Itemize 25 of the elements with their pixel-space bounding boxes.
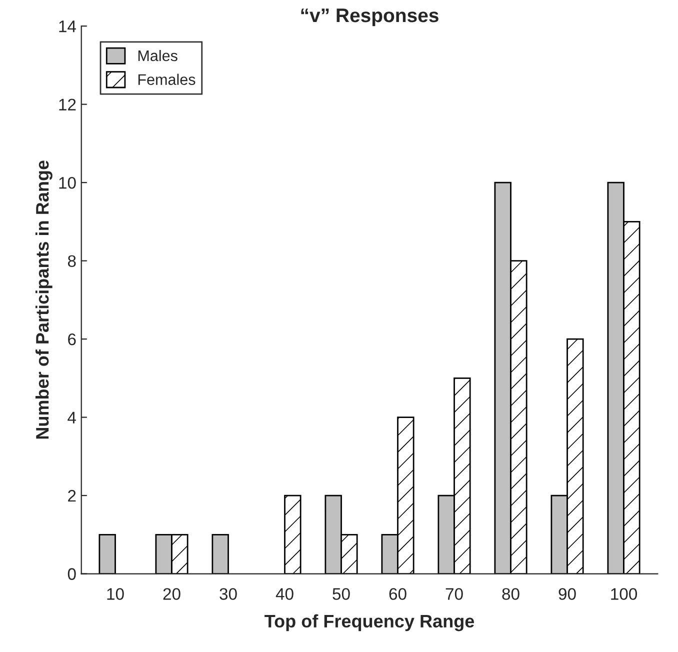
bar: [98, 534, 116, 574]
x-tick-label: 100: [611, 588, 638, 600]
y-axis-title: Number of Participants in Range: [35, 160, 52, 439]
y-tick-label: 14: [59, 20, 76, 32]
y-tick-label: 12: [59, 98, 76, 110]
y-tick-label: 4: [68, 412, 76, 424]
chart-title: “v” Responses: [301, 8, 438, 26]
legend-label: Males: [138, 50, 178, 62]
y-tick-label: 6: [68, 333, 76, 346]
y-tick-label: 8: [68, 255, 76, 268]
x-tick-label: 70: [446, 588, 463, 600]
y-tick-label: 0: [68, 568, 76, 580]
legend-label: Females: [138, 74, 196, 85]
y-tick-label: 2: [68, 490, 76, 502]
x-tick-label: 80: [502, 588, 520, 600]
x-axis-title: Top of Frequency Range: [264, 614, 474, 632]
x-tick-label: 50: [332, 588, 350, 600]
y-tick-label: 10: [59, 176, 76, 189]
x-tick-label: 60: [389, 588, 406, 600]
x-tick-label: 20: [163, 588, 180, 600]
x-tick-label: 10: [107, 588, 124, 600]
bar: [212, 534, 229, 574]
x-tick-label: 30: [220, 588, 237, 600]
x-tick-label: 40: [276, 588, 294, 600]
x-tick-label: 90: [558, 588, 576, 600]
